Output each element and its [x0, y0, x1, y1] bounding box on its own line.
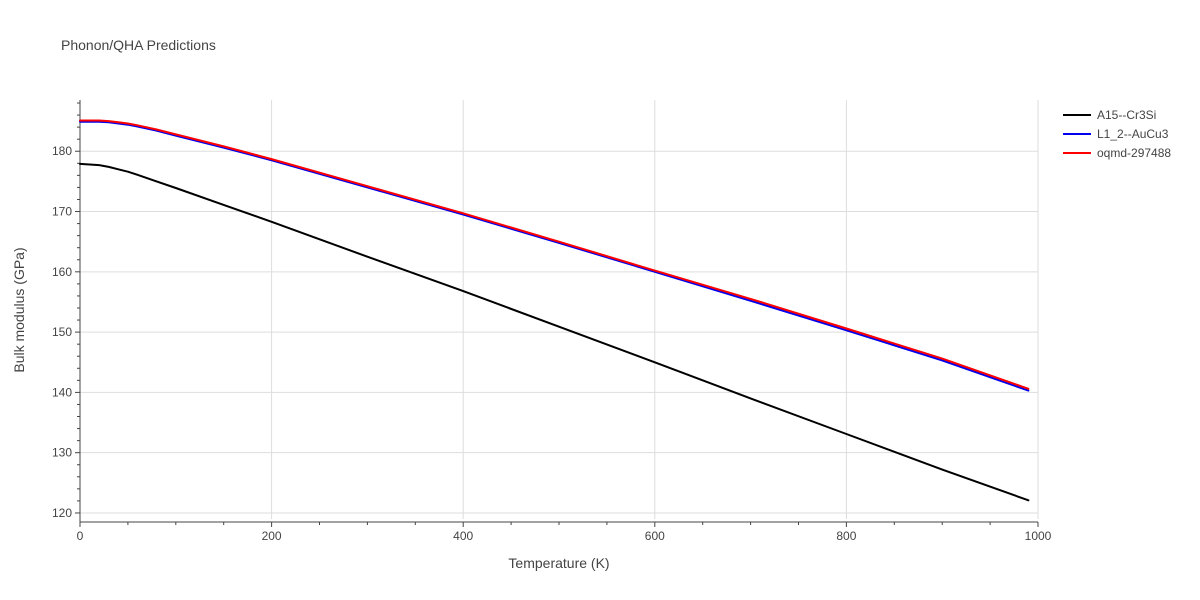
series-layer — [79, 119, 1030, 502]
x-tick-label: 600 — [645, 529, 665, 543]
y-tick-label: 160 — [52, 265, 72, 279]
x-tick-label: 800 — [836, 529, 856, 543]
y-axis-label: Bulk modulus (GPa) — [11, 247, 27, 372]
series-line-oqmd-297488 — [79, 119, 1030, 390]
y-tick-label: 180 — [52, 144, 72, 158]
x-tick-label: 200 — [262, 529, 282, 543]
legend-label: A15--Cr3Si — [1097, 108, 1156, 122]
x-tick-label: 1000 — [1025, 529, 1052, 543]
x-axis-label: Temperature (K) — [508, 555, 609, 571]
axes-layer: 0 200 400 600 800 1000 120 130 140 150 160 170 180 — [52, 100, 1052, 543]
series-line-l1-2-aucu3 — [79, 120, 1030, 392]
y-tick-label: 170 — [52, 205, 72, 219]
x-tick-label: 400 — [453, 529, 473, 543]
legend-label: L1_2--AuCu3 — [1097, 127, 1169, 141]
y-tick-label: 120 — [52, 506, 72, 520]
y-tick-label: 130 — [52, 446, 72, 460]
y-tick-label: 140 — [52, 385, 72, 399]
grid-layer — [80, 100, 1039, 519]
legend: A15--Cr3Si L1_2--AuCu3 oqmd-297488 — [1063, 108, 1171, 160]
y-tick-label: 150 — [52, 325, 72, 339]
series-line-a15-cr3si — [79, 162, 1030, 502]
x-tick-label: 0 — [77, 529, 84, 543]
legend-label: oqmd-297488 — [1097, 146, 1171, 160]
chart-title: Phonon/QHA Predictions — [61, 37, 216, 53]
